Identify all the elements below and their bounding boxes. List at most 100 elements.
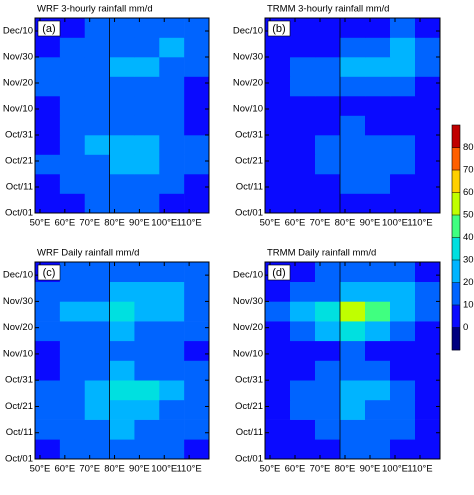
heat-cell: [365, 262, 391, 282]
heat-cell: [134, 154, 160, 175]
heat-cell: [340, 135, 366, 155]
heat-cell: [184, 380, 210, 401]
heat-cell: [390, 193, 416, 214]
heat-cell: [290, 360, 316, 381]
colorbar-segment: [452, 305, 460, 328]
heat-cell: [390, 321, 416, 342]
colorbar-label: 60: [463, 187, 474, 198]
heat-cell: [109, 419, 135, 440]
heat-cell: [109, 281, 135, 302]
heat-cell: [340, 321, 366, 342]
heat-cell: [59, 193, 86, 214]
heat-cell: [340, 76, 366, 97]
heat-cell: [365, 76, 391, 97]
heat-cell: [365, 321, 391, 342]
x-tick-label: 90°E: [360, 218, 381, 229]
heat-cell: [134, 96, 160, 116]
colorbar-label: 10: [463, 300, 474, 311]
heat-cell: [109, 193, 135, 214]
heat-cell: [340, 115, 366, 136]
heat-cell: [109, 340, 135, 361]
x-tick-label: 70°E: [310, 464, 331, 475]
heat-cell: [340, 439, 366, 460]
heat-cell: [365, 419, 391, 440]
x-tick-label: 50°E: [30, 464, 51, 475]
heat-cell: [184, 57, 210, 77]
panel-title: TRMM 3-hourly rainfall mm/d: [267, 4, 389, 15]
colorbar-label: 80: [463, 142, 474, 153]
x-tick-label: 110°E: [176, 464, 201, 475]
heat-cell: [59, 96, 86, 116]
heat-cell: [134, 281, 160, 302]
heat-cell: [340, 281, 366, 302]
heat-cell: [415, 262, 441, 282]
heat-cell: [35, 340, 61, 361]
heat-cell: [84, 193, 110, 214]
heat-cell: [134, 321, 160, 342]
heat-cell: [415, 193, 441, 214]
heat-cell: [84, 135, 110, 155]
y-tick-label: Nov/20: [233, 322, 263, 333]
heat-cell: [390, 174, 416, 194]
heat-cell: [365, 301, 391, 322]
heat-cell: [390, 360, 416, 381]
y-tick-label: Oct/21: [5, 401, 33, 412]
heat-cell: [109, 57, 135, 77]
heat-cell: [35, 135, 61, 155]
panel-tag-box: [37, 20, 61, 37]
heat-cell: [134, 57, 160, 77]
heat-cell: [415, 340, 441, 361]
x-tick-label: 60°E: [285, 218, 306, 229]
heat-cell: [134, 399, 160, 420]
heat-cell: [134, 76, 160, 97]
y-tick-label: Oct/01: [5, 208, 33, 219]
heat-cell: [315, 399, 341, 420]
heat-cell: [159, 57, 185, 77]
heat-cell: [390, 301, 416, 322]
heat-cell: [35, 57, 61, 77]
heat-cell: [84, 57, 110, 77]
heat-cell: [340, 57, 366, 77]
heat-cell: [184, 37, 210, 58]
heat-cell: [184, 174, 210, 194]
heat-cell: [390, 380, 416, 401]
heat-cell: [365, 57, 391, 77]
heat-cell: [415, 115, 441, 136]
heat-cell: [159, 193, 185, 214]
heat-cell: [340, 193, 366, 214]
heat-cell: [290, 262, 316, 282]
heat-cell: [184, 360, 210, 381]
heat-cell: [59, 115, 86, 136]
heat-cell: [390, 115, 416, 136]
heat-cell: [390, 262, 416, 282]
heat-cell: [415, 439, 441, 460]
heat-cell: [415, 360, 441, 381]
heat-cell: [315, 18, 341, 38]
heat-cell: [315, 360, 341, 381]
heat-cell: [109, 439, 135, 460]
heat-cell: [109, 301, 135, 322]
heat-cell: [134, 380, 160, 401]
heat-cell: [134, 115, 160, 136]
heat-cell: [365, 18, 391, 38]
heat-cell: [315, 301, 341, 322]
heat-cell: [84, 281, 110, 302]
heat-cell: [109, 321, 135, 342]
heat-cell: [265, 321, 291, 342]
heat-cell: [290, 340, 316, 361]
heat-cell: [265, 193, 291, 214]
heat-cell: [159, 174, 185, 194]
colorbar-label: 40: [463, 232, 474, 243]
heat-cell: [390, 96, 416, 116]
heat-cell: [35, 37, 61, 58]
colorbar-label: 0: [463, 322, 468, 333]
heat-cell: [84, 380, 110, 401]
heat-cell: [184, 439, 210, 460]
heat-cell: [134, 439, 160, 460]
heat-cell: [315, 57, 341, 77]
panel-tag-box: [267, 264, 291, 281]
heat-cell: [315, 439, 341, 460]
heat-cell: [315, 419, 341, 440]
heat-cell: [59, 399, 86, 420]
colorbar-segment: [452, 260, 460, 283]
